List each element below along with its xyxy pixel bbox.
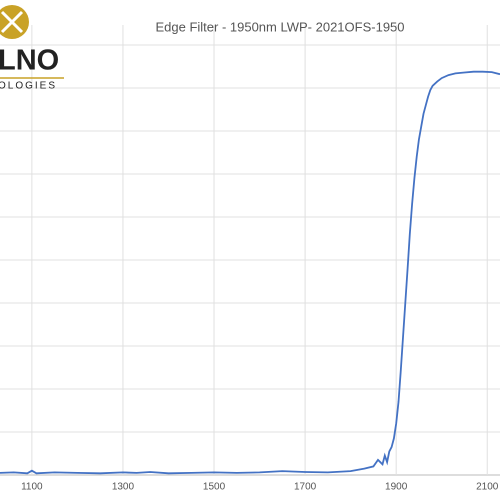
x-tick-label: 1300: [112, 482, 135, 493]
chart-title: Edge Filter - 1950nm LWP- 2021OFS-1950: [155, 19, 404, 34]
logo-mark: [0, 10, 24, 34]
logo-text: LNO: [0, 45, 59, 77]
logo-subtext: OLOGIES: [0, 81, 57, 92]
x-tick-label: 2100: [476, 482, 499, 493]
grid: [0, 25, 500, 476]
x-tick-label: 1900: [385, 482, 408, 493]
data-line: [0, 70, 500, 475]
x-tick-label: 1500: [203, 482, 226, 493]
x-tick-label: 1700: [294, 482, 317, 493]
logo: LNO OLOGIES: [0, 5, 64, 92]
x-tick-label: 1100: [21, 482, 43, 493]
